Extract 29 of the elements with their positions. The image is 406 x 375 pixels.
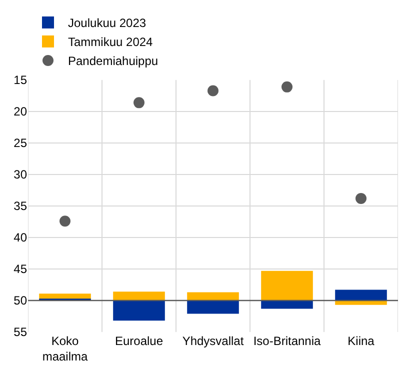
y-tick-label: 25 xyxy=(14,136,28,150)
bar xyxy=(335,290,387,300)
x-tick-label: Koko maailma xyxy=(42,334,88,364)
y-tick-label: 40 xyxy=(14,230,28,245)
point xyxy=(134,97,144,108)
bar xyxy=(113,300,165,321)
y-tick-label: 55 xyxy=(14,325,28,340)
x-tick-label: Kiina xyxy=(348,334,375,348)
x-tick-label: Yhdysvallat xyxy=(182,334,244,348)
bar xyxy=(187,300,239,314)
y-tick-label: 20 xyxy=(14,104,28,119)
y-tick-label: 50 xyxy=(14,294,28,308)
bar xyxy=(261,300,313,309)
y-tick-label: 35 xyxy=(14,199,28,214)
point xyxy=(282,81,292,92)
point xyxy=(60,216,70,227)
legend-label: Pandemiahuippu xyxy=(68,54,158,68)
y-tick-label: 15 xyxy=(14,73,28,88)
bar xyxy=(187,292,239,300)
x-tick-label: Iso-Britannia xyxy=(253,334,322,348)
point xyxy=(356,192,366,204)
y-tick-label: 45 xyxy=(14,262,28,276)
legend-label: Tammikuu 2024 xyxy=(68,35,154,50)
legend-label: Joulukuu 2023 xyxy=(68,16,146,30)
bar xyxy=(113,292,165,300)
point xyxy=(208,85,218,96)
y-tick-label: 30 xyxy=(14,168,28,182)
x-tick-label: Euroalue xyxy=(114,334,164,348)
bar xyxy=(261,270,313,300)
